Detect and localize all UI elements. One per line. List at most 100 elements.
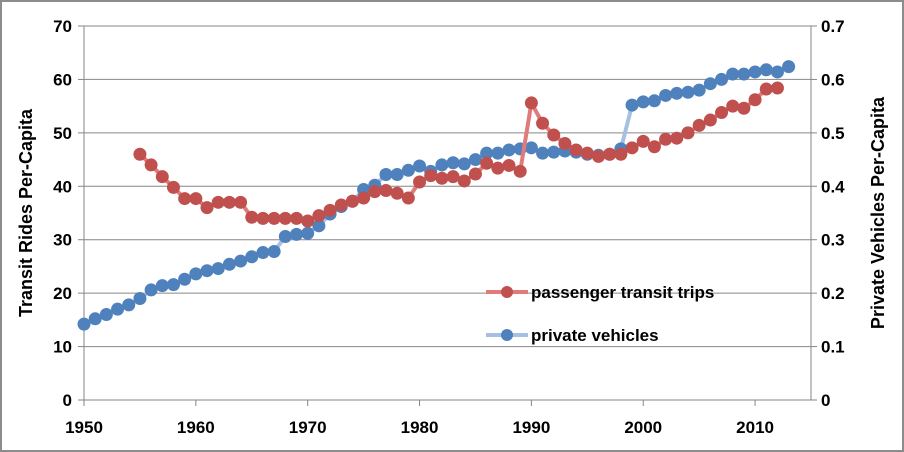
data-point xyxy=(715,72,729,86)
legend-marker-vehicles xyxy=(501,329,513,341)
data-point xyxy=(301,214,315,228)
y2-tick-label: 0.3 xyxy=(821,231,845,250)
data-point xyxy=(480,146,494,160)
data-point xyxy=(155,279,169,293)
data-point xyxy=(625,141,639,155)
x-tick-label: 1960 xyxy=(177,418,215,437)
data-point xyxy=(245,210,259,224)
data-point xyxy=(267,244,281,258)
data-point xyxy=(759,63,773,77)
data-point xyxy=(603,147,617,161)
data-point xyxy=(770,65,784,79)
data-point xyxy=(681,85,695,99)
data-point xyxy=(636,95,650,109)
data-point xyxy=(715,106,729,120)
data-point xyxy=(524,96,538,110)
data-point xyxy=(312,209,326,223)
data-point xyxy=(502,143,516,157)
data-point xyxy=(144,283,158,297)
data-point xyxy=(670,86,684,100)
legend-item-vehicles: private vehicles xyxy=(486,326,659,345)
data-point xyxy=(256,246,270,260)
data-point xyxy=(222,257,236,271)
data-point xyxy=(547,128,561,142)
series-transit xyxy=(133,81,784,228)
data-point xyxy=(357,191,371,205)
data-point xyxy=(580,146,594,160)
legend-label-vehicles: private vehicles xyxy=(531,326,659,345)
data-point xyxy=(133,291,147,305)
data-point xyxy=(189,192,203,206)
data-point xyxy=(524,141,538,155)
data-point xyxy=(390,186,404,200)
y2-tick-label: 0.1 xyxy=(821,338,845,357)
data-point xyxy=(290,211,304,225)
data-point xyxy=(770,81,784,95)
y-tick-label: 40 xyxy=(53,177,72,196)
data-point xyxy=(334,198,348,212)
y-axis-title: Transit Rides Per-Capita xyxy=(16,108,36,317)
x-tick-label: 1950 xyxy=(65,418,103,437)
data-point xyxy=(435,171,449,185)
data-point xyxy=(435,158,449,172)
data-point xyxy=(502,158,516,172)
legend: passenger transit trips private vehicles xyxy=(486,283,714,345)
data-point xyxy=(614,147,628,161)
data-point xyxy=(278,230,292,244)
data-point xyxy=(178,192,192,206)
data-point xyxy=(166,180,180,194)
data-point xyxy=(211,262,225,276)
data-point xyxy=(446,156,460,170)
y-tick-label: 20 xyxy=(53,284,72,303)
series-layer xyxy=(77,60,796,331)
data-point xyxy=(681,126,695,140)
data-point xyxy=(748,65,762,79)
y-tick-label: 10 xyxy=(53,338,72,357)
data-point xyxy=(659,132,673,146)
data-point xyxy=(480,156,494,170)
data-point xyxy=(256,211,270,225)
data-point xyxy=(211,195,225,209)
data-point xyxy=(222,195,236,209)
x-tick-label: 1980 xyxy=(401,418,439,437)
y2-tick-label: 0.7 xyxy=(821,17,845,36)
data-point xyxy=(536,116,550,130)
data-point xyxy=(726,67,740,81)
data-point xyxy=(234,254,248,268)
data-point xyxy=(122,298,136,312)
data-point xyxy=(200,201,214,215)
data-point xyxy=(301,226,315,240)
data-point xyxy=(413,159,427,173)
data-point xyxy=(424,169,438,183)
axes xyxy=(78,25,817,406)
data-point xyxy=(782,60,796,74)
data-point xyxy=(267,211,281,225)
y-tick-label: 50 xyxy=(53,124,72,143)
data-point xyxy=(368,185,382,199)
data-point xyxy=(457,157,471,171)
data-point xyxy=(759,82,773,96)
legend-item-transit: passenger transit trips xyxy=(486,283,714,302)
data-point xyxy=(513,164,527,178)
data-point xyxy=(345,194,359,208)
x-tick-label: 2010 xyxy=(736,418,774,437)
y-tick-label: 0 xyxy=(63,391,72,410)
data-point xyxy=(468,167,482,181)
data-point xyxy=(323,203,337,217)
legend-marker-transit xyxy=(501,286,513,298)
data-point xyxy=(737,67,751,81)
x-tick-label: 2000 xyxy=(624,418,662,437)
data-point xyxy=(401,191,415,205)
x-tick-label: 1970 xyxy=(289,418,327,437)
legend-label-transit: passenger transit trips xyxy=(531,283,714,302)
tick-labels: 0 10 20 30 40 50 60 70 0 0.1 0.2 0.3 0.4 0.5 0.6 0.7 195… xyxy=(53,17,845,437)
data-point xyxy=(379,168,393,182)
y2-tick-label: 0.6 xyxy=(821,70,845,89)
y2-axis-title: Private Vehicles Per-Capita xyxy=(868,96,888,329)
gridlines xyxy=(84,25,811,348)
data-point xyxy=(155,170,169,184)
data-point xyxy=(234,195,248,209)
data-point xyxy=(659,88,673,102)
data-point xyxy=(491,161,505,175)
